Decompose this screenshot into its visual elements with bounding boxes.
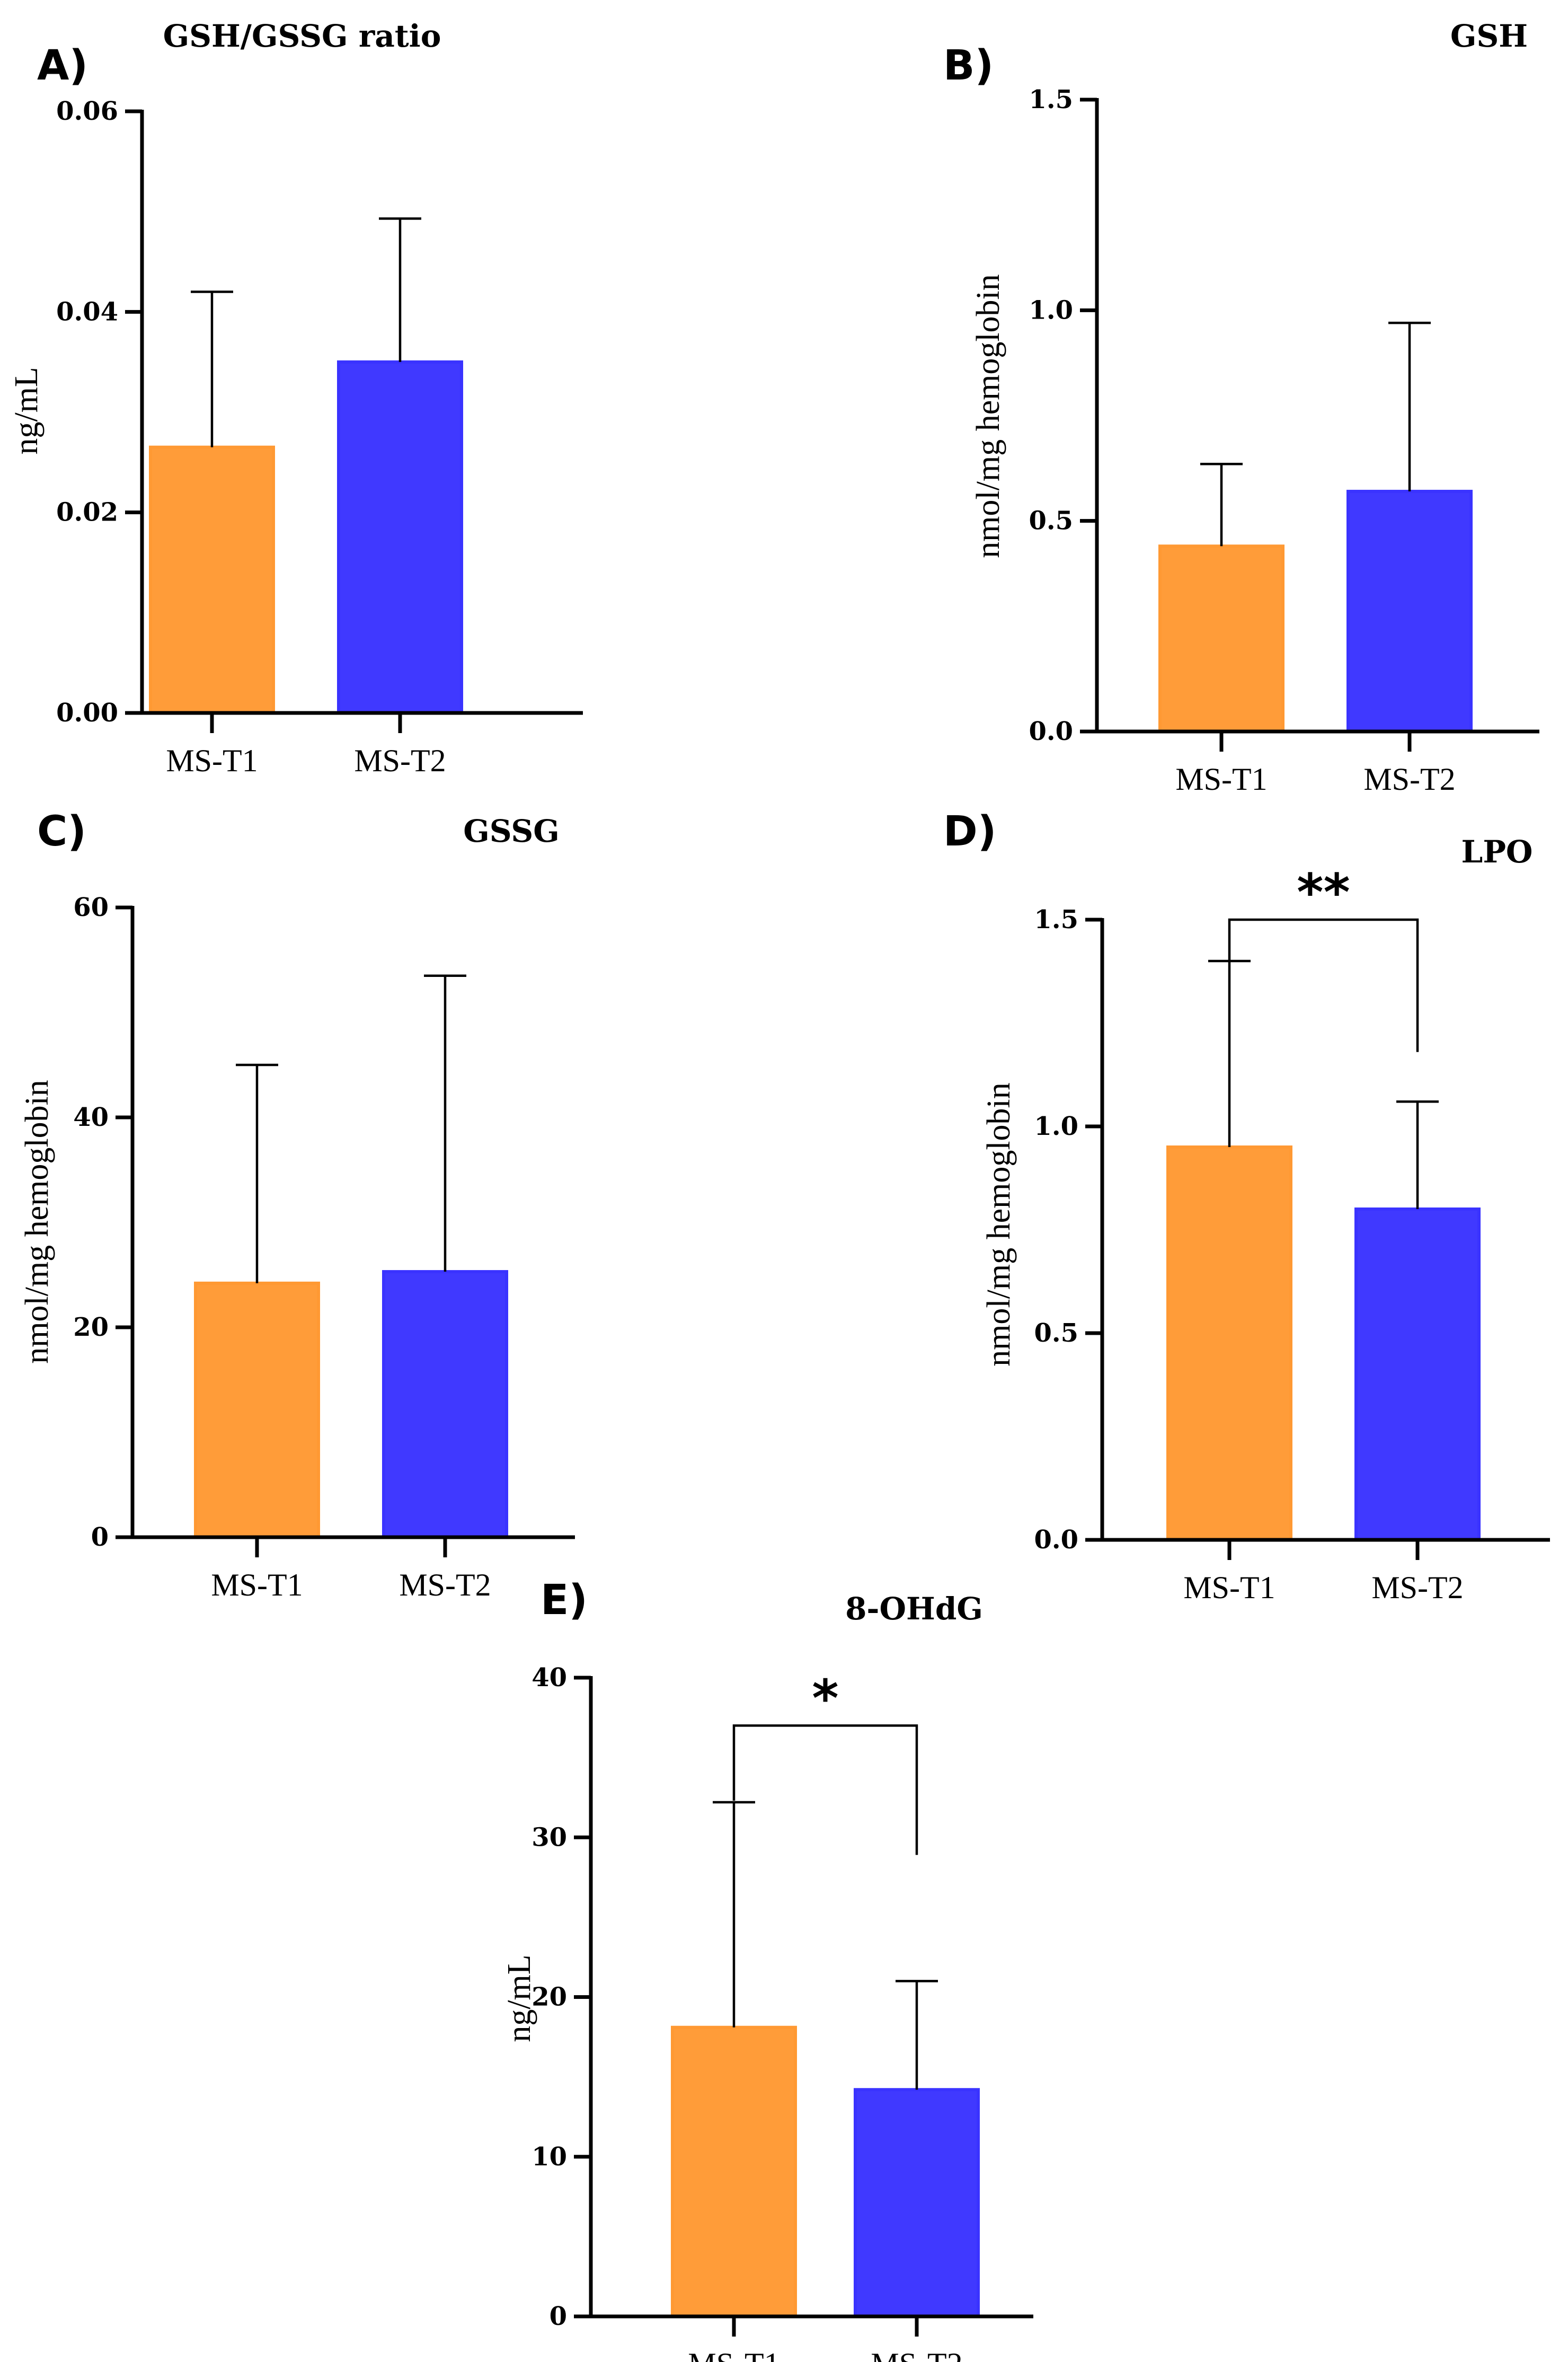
y-tick-label: 0.5 — [1029, 506, 1073, 536]
y-tick-label: 30 — [531, 1822, 567, 1852]
bar-ms-t2 — [337, 360, 463, 715]
bar-ms-t1 — [1166, 1145, 1292, 1541]
x-tick-label: MS-T2 — [871, 2347, 962, 2362]
y-tick-label: 0.0 — [1029, 717, 1073, 746]
y-tick-label: 0 — [550, 2302, 567, 2331]
bar-ms-t1 — [1158, 544, 1284, 733]
y-tick-label: 1.0 — [1034, 1112, 1078, 1141]
y-axis-label: nmol/mg hemoglobin — [970, 274, 1006, 558]
x-tick-label: MS-T1 — [1175, 762, 1267, 797]
significance-bracket — [732, 1724, 918, 1855]
bar-ms-t2 — [1346, 490, 1473, 733]
x-tick-label: MS-T2 — [1363, 762, 1455, 797]
y-axis-label: nmol/mg hemoglobin — [19, 1080, 55, 1364]
panel-letter: B) — [943, 42, 994, 90]
y-axis-label: ng/mL — [8, 367, 45, 454]
chart-title: 8-OHdG — [845, 1591, 983, 1627]
x-tick-label: MS-T1 — [688, 2347, 779, 2362]
y-tick-label: 0.00 — [56, 698, 118, 728]
panel-letter: A) — [37, 42, 88, 90]
chart-title: GSSG — [463, 813, 560, 849]
x-tick-label: MS-T1 — [166, 743, 258, 778]
chart-title: GSH/GSSG ratio — [163, 18, 441, 54]
chart-panel-1: A) GSH/GSSG ratio ng/mL MS-T1 MS-T2 0.00 0.02 0… — [8, 18, 583, 778]
panel-letter: D) — [943, 808, 996, 856]
y-tick-label: 40 — [531, 1663, 567, 1693]
y-tick-label: 0.02 — [56, 498, 118, 527]
bar-ms-t2 — [1354, 1208, 1481, 1541]
bar-ms-t2 — [382, 1270, 508, 1539]
y-tick-label: 0.5 — [1034, 1318, 1078, 1348]
y-tick-label: 1.5 — [1029, 85, 1073, 114]
panel-letter: C) — [37, 808, 86, 856]
y-tick-label: 20 — [531, 1982, 567, 2012]
x-tick-label: MS-T1 — [211, 1567, 303, 1602]
chart-panel-3: C) GSSG nmol/mg hemoglobin MS-T1 MS-T2 0 20 40 6… — [19, 808, 575, 1602]
y-tick-label: 40 — [73, 1103, 109, 1132]
y-tick-label: 0.06 — [56, 96, 118, 126]
y-tick-label: 1.0 — [1029, 295, 1073, 325]
x-tick-label: MS-T1 — [1183, 1570, 1275, 1605]
y-tick-label: 60 — [73, 893, 109, 922]
significance-label: * — [812, 1669, 838, 1728]
y-axis-label: nmol/mg hemoglobin — [981, 1082, 1017, 1367]
chart-panel-4: D) LPO nmol/mg hemoglobin MS-T1 MS-T2 0.0 0.5 1… — [943, 808, 1550, 1605]
x-tick-label: MS-T2 — [354, 743, 446, 778]
y-tick-label: 0.04 — [56, 297, 118, 327]
panel-letter: E) — [541, 1576, 588, 1624]
chart-title: LPO — [1461, 834, 1533, 870]
y-tick-label: 0.0 — [1034, 1525, 1078, 1555]
chart-panel-5: E) 8-OHdG ng/mL MS-T1 MS-T2 0 10 20 30 40 * — [501, 1576, 1033, 2362]
significance-bracket — [1228, 918, 1419, 1052]
y-tick-label: 0 — [91, 1522, 109, 1552]
bar-ms-t2 — [854, 2088, 980, 2319]
chart-title: GSH — [1450, 18, 1528, 54]
y-axis-label: ng/mL — [501, 1954, 537, 2042]
chart-panel-2: B) GSH nmol/mg hemoglobin MS-T1 MS-T2 0.0 0.5 1… — [943, 18, 1539, 797]
significance-label: ** — [1297, 863, 1350, 922]
x-tick-label: MS-T2 — [399, 1567, 491, 1602]
bar-ms-t1 — [671, 2025, 797, 2319]
bar-ms-t1 — [149, 445, 275, 715]
y-tick-label: 1.5 — [1034, 905, 1078, 935]
bar-ms-t1 — [194, 1281, 320, 1539]
y-tick-label: 10 — [531, 2142, 567, 2172]
y-tick-label: 20 — [73, 1312, 109, 1342]
x-tick-label: MS-T2 — [1371, 1570, 1463, 1605]
